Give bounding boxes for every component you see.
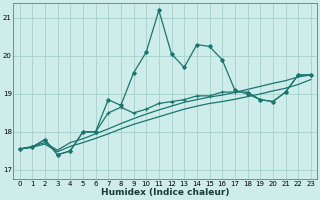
X-axis label: Humidex (Indice chaleur): Humidex (Indice chaleur) — [101, 188, 229, 197]
